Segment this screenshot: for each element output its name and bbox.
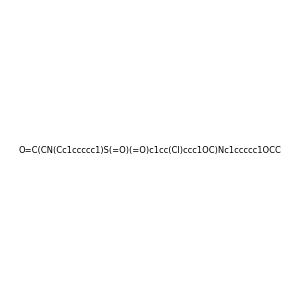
Text: O=C(CN(Cc1ccccc1)S(=O)(=O)c1cc(Cl)ccc1OC)Nc1ccccc1OCC: O=C(CN(Cc1ccccc1)S(=O)(=O)c1cc(Cl)ccc1OC… — [19, 146, 281, 154]
